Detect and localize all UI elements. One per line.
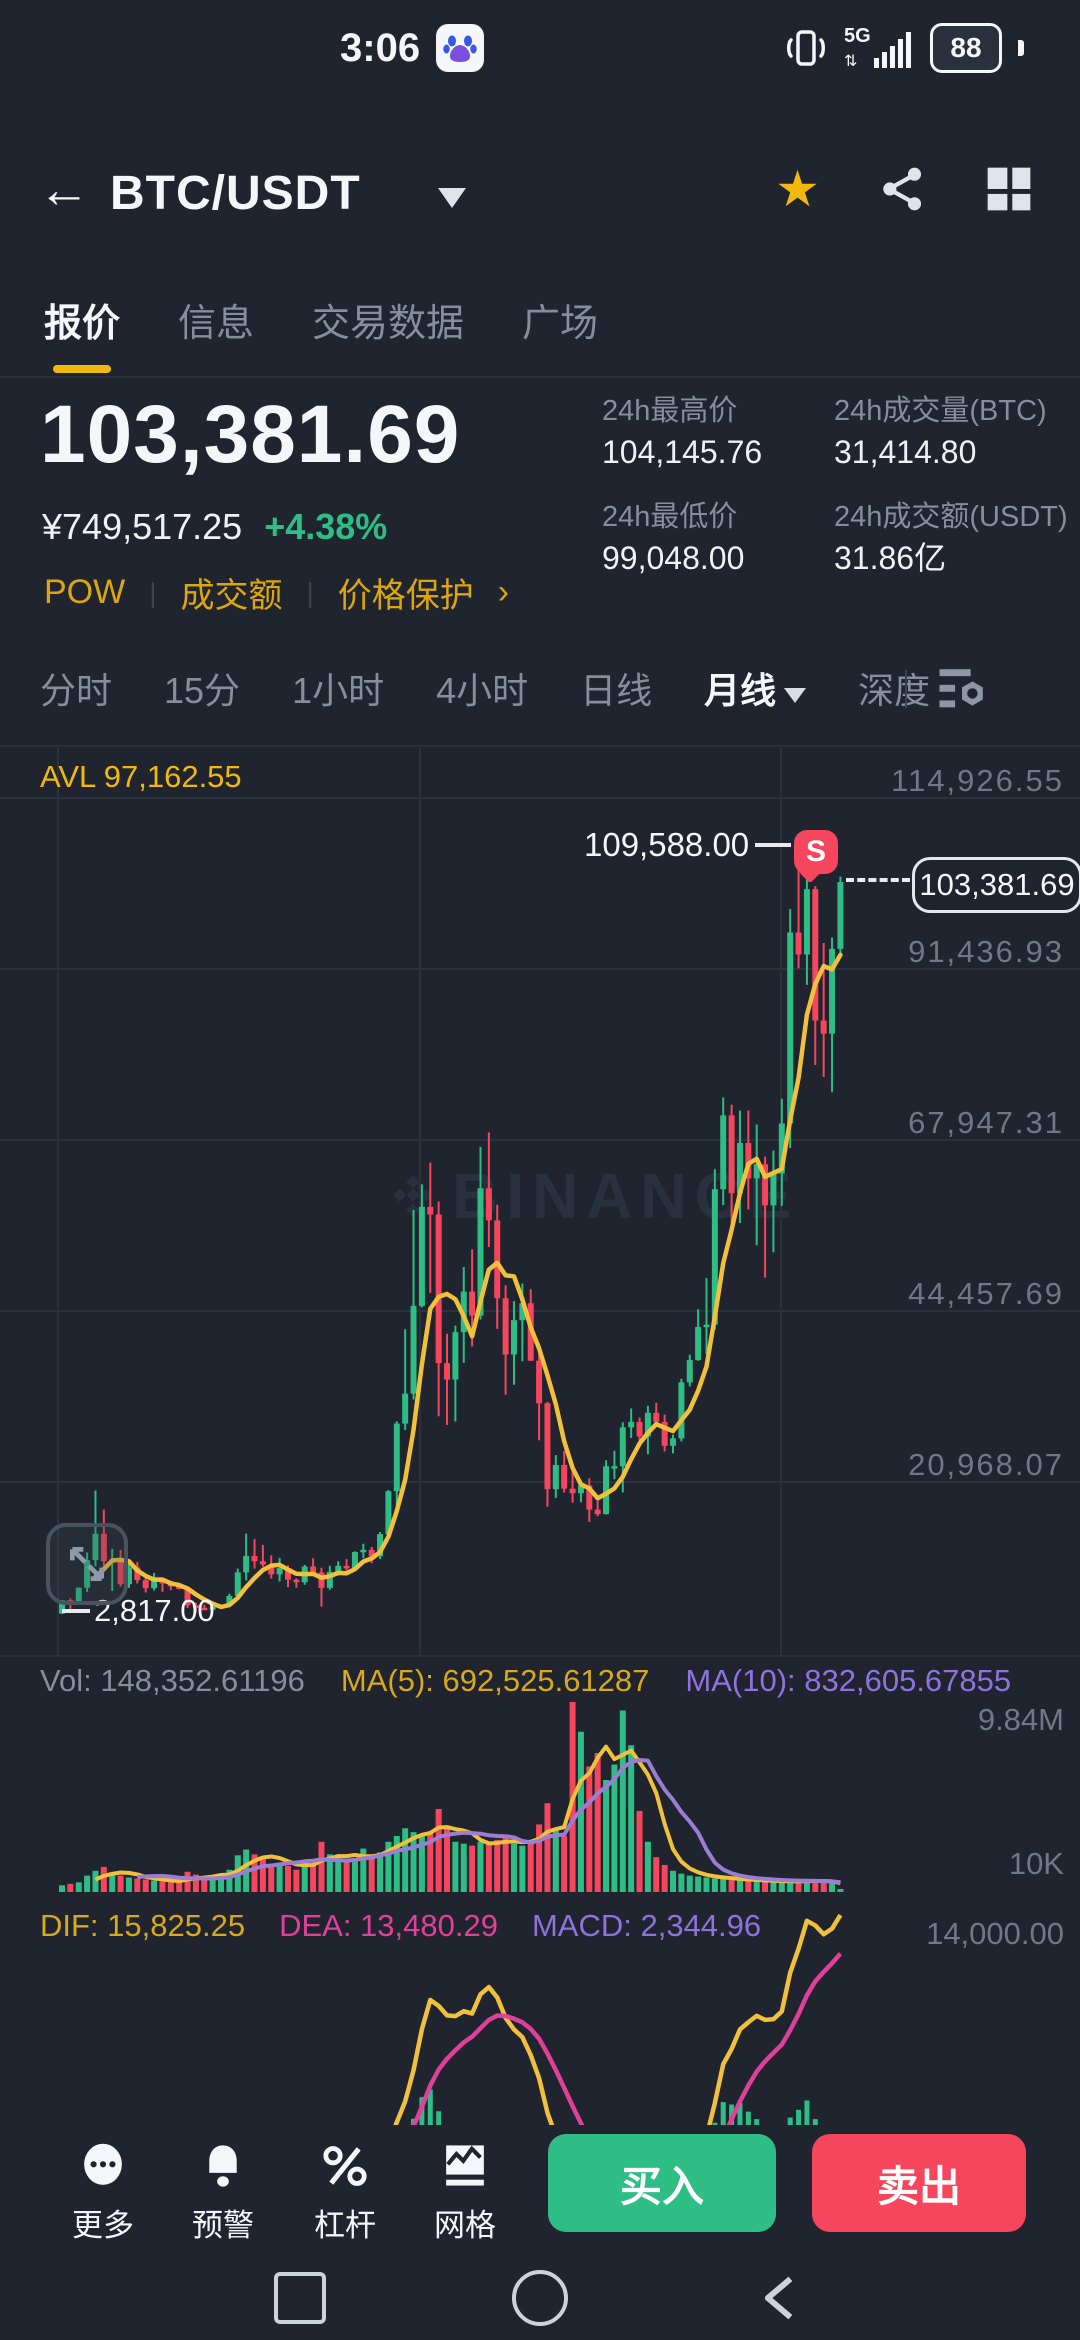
last-price-tag: 103,381.69 [912,857,1080,913]
battery-indicator: 88 [930,23,1002,73]
tab-trading-data[interactable]: 交易数据 [312,303,465,345]
status-bar: 3:06 5G ⇅ [0,0,1080,100]
chevron-down-icon [784,688,807,703]
alert-button[interactable]: 预警 [168,2142,278,2245]
tf-time[interactable]: 分时 [40,670,113,711]
sell-button[interactable]: 卖出 [812,2134,1026,2232]
high-24h-value: 104,145.76 [602,434,763,471]
pane-divider [0,1655,1080,1657]
avl-label: AVL 97,162.55 [40,759,242,794]
macd-chart-svg[interactable] [0,1910,1080,2125]
tf-1mo-active[interactable]: 月线 [704,662,807,714]
baidu-app-icon [436,24,485,72]
pair-dropdown-caret-icon[interactable] [438,188,466,208]
macd-dea-label: DEA: 13,480.29 [279,1908,498,1943]
volume-ma10-label: MA(10): 832,605.67855 [685,1663,1012,1698]
stats-grid: 24h最高价 104,145.76 24h成交量(BTC) 31,414.80 … [602,392,1072,603]
sell-order-badge[interactable]: S [794,830,838,884]
price-axis-label: 20,968.07 [908,1447,1064,1482]
page-header: ← BTC/USDT ★ [0,158,1080,250]
pair-title[interactable]: BTC/USDT [110,167,361,220]
more-button[interactable]: 更多 [48,2142,158,2245]
token-tags: POW | 成交额 | 价格保护 › [44,568,509,617]
android-nav-bar [0,2256,1080,2340]
grid-layout-icon[interactable] [986,166,1032,212]
volume-axis-min: 10K [1008,1846,1064,1881]
tag-separator: | [306,576,314,608]
low-24h-label: 24h最低价 [602,501,738,534]
tf-4h[interactable]: 4小时 [436,670,529,711]
last-price: 103,381.69 [40,389,461,480]
back-button[interactable] [754,2272,806,2324]
bell-icon [209,2145,237,2187]
fiat-value: ¥749,517.25 [42,506,243,547]
grid-trading-button[interactable]: 网格 [410,2142,520,2245]
annotation-connector [755,843,792,847]
price-chart-pane[interactable]: BINANCE AVL 97,162.55 114,926.55 91,436.… [0,745,1080,1657]
vibrate-icon [787,30,825,66]
svg-text:⇅: ⇅ [844,53,857,70]
tf-depth[interactable]: 深度 [858,670,931,711]
low-24h-value: 99,048.00 [602,540,745,577]
price-axis-label: 44,457.69 [908,1276,1064,1311]
clock: 3:06 [340,25,421,70]
price-axis-label: 91,436.93 [908,934,1064,969]
signal-5g-icon: 5G ⇅ [844,25,911,70]
indicator-settings-icon[interactable] [936,664,988,716]
vol-btc-value: 31,414.80 [834,434,977,471]
price-axis-label: 67,947.31 [908,1105,1064,1140]
macd-value-label: MACD: 2,344.96 [531,1908,762,1943]
chevron-right-icon[interactable]: › [497,573,510,611]
battery-nub [1018,40,1024,56]
expand-arrows-icon [69,1546,105,1582]
high-annotation: 109,588.00 [584,826,792,864]
back-arrow-icon[interactable]: ← [38,161,90,219]
home-button[interactable] [512,2270,568,2326]
tag-pow[interactable]: POW [44,573,126,611]
expand-chart-button[interactable] [46,1523,128,1605]
bottom-action-bar: 更多 预警 杠杆 网格 买入 卖出 [0,2128,1080,2258]
last-price-dash-line [846,878,910,882]
macd-axis-label: 14,000.00 [926,1916,1064,1951]
tf-1h[interactable]: 1小时 [292,670,385,711]
price-axis-label: 114,926.55 [891,763,1064,798]
change-percent: +4.38% [264,506,388,547]
top-tabs: 报价 信息 交易数据 广场 [0,282,1080,378]
tf-15m[interactable]: 15分 [164,670,241,711]
high-24h-label: 24h最高价 [602,395,738,427]
vol-btc-label: 24h成交量(BTC) [834,395,1047,427]
tag-volume[interactable]: 成交额 [180,577,283,615]
paw-icon [443,35,477,62]
svg-text:5G: 5G [844,25,871,47]
macd-dif-label: DIF: 15,825.25 [40,1908,246,1943]
tab-quotes[interactable]: 报价 [44,292,120,373]
volume-chart-svg[interactable] [0,1695,1080,1900]
tab-info[interactable]: 信息 [178,303,255,345]
favorite-star-icon[interactable]: ★ [775,161,820,217]
share-icon[interactable] [880,166,926,212]
recents-button[interactable] [274,2272,326,2324]
volume-ma5-label: MA(5): 692,525.61287 [340,1663,650,1698]
tag-price-protection[interactable]: 价格保护 [337,577,474,615]
volume-value-label: Vol: 148,352.61196 [40,1663,305,1698]
volume-axis-max: 9.84M [977,1702,1064,1737]
more-ellipsis-icon [84,2143,122,2185]
annotation-connector [62,1609,90,1613]
vol-usdt-value: 31.86亿 [834,540,947,577]
vol-usdt-label: 24h成交额(USDT) [834,501,1068,534]
divider [905,670,907,708]
candlestick-chart-svg[interactable] [0,747,1080,1657]
buy-button[interactable]: 买入 [548,2134,776,2232]
binance-logo-icon [393,1175,433,1217]
grid-trading-icon [446,2145,484,2186]
tf-1d[interactable]: 日线 [580,670,653,711]
tag-separator: | [149,576,157,608]
tab-square[interactable]: 广场 [522,303,599,345]
timeframe-bar: 分时 15分 1小时 4小时 日线 月线 深度 [0,648,1080,728]
leverage-button[interactable]: 杠杆 [290,2142,400,2245]
percent-icon [323,2146,367,2186]
